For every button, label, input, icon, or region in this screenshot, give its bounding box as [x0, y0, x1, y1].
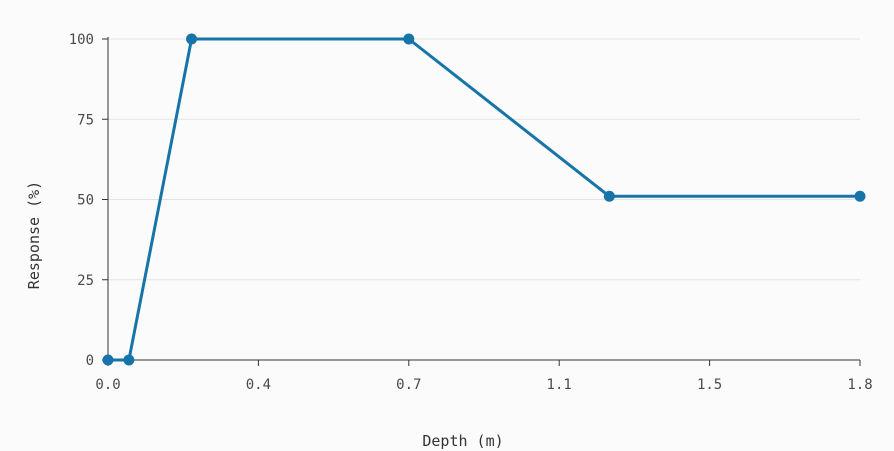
series-layer: [102, 33, 866, 366]
y-tick-label: 25: [77, 273, 94, 289]
y-tick-label: 50: [77, 193, 94, 209]
data-point[interactable]: [102, 354, 114, 366]
data-point[interactable]: [123, 354, 135, 366]
grid-lines: [108, 38, 860, 281]
x-tick-label: 1.1: [547, 377, 572, 393]
x-tick-label: 0.4: [246, 377, 271, 393]
data-point[interactable]: [603, 190, 615, 202]
y-tick-label: 0: [86, 353, 94, 369]
y-tick-label: 75: [77, 112, 94, 128]
x-tick-label: 0.7: [396, 377, 421, 393]
x-axis-title: Depth (m): [422, 432, 503, 450]
data-point[interactable]: [854, 190, 866, 202]
x-tick-label: 1.8: [847, 377, 872, 393]
x-tick-label: 1.5: [697, 377, 722, 393]
tick-labels: 0 25 50 75 100 0.0 0.4 0.7 1.1 1.5 1.8: [69, 32, 873, 393]
data-point[interactable]: [186, 33, 198, 45]
y-axis-title: Response (%): [25, 181, 43, 289]
data-point[interactable]: [403, 33, 415, 45]
x-tick-label: 0.0: [95, 377, 120, 393]
y-tick-label: 100: [69, 32, 94, 48]
axes: [102, 37, 861, 366]
